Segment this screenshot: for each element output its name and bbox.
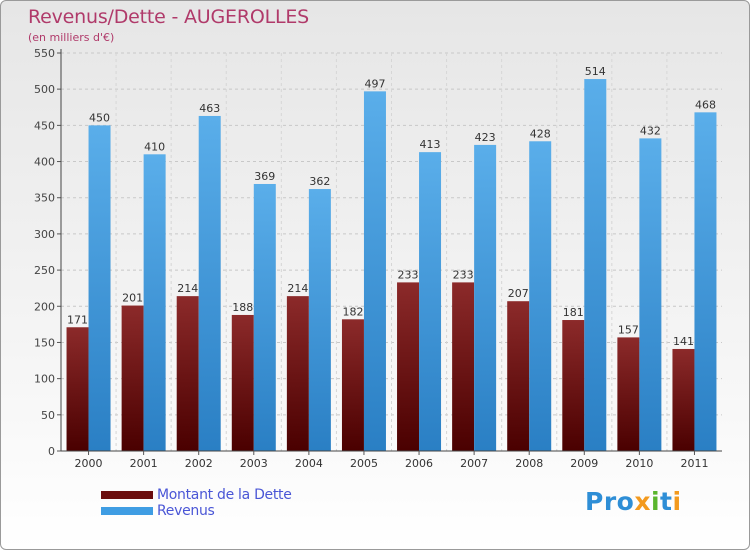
data-label-debt: 157 [618, 323, 639, 336]
data-label-debt: 171 [67, 313, 88, 326]
x-tick-label: 2001 [130, 457, 158, 470]
x-tick-label: 2007 [460, 457, 488, 470]
x-tick-label: 2004 [295, 457, 323, 470]
bar-debt [176, 296, 199, 451]
bar-revenus [363, 91, 386, 452]
data-label-debt: 214 [177, 282, 198, 295]
bar-revenus [308, 189, 331, 451]
data-label-revenus: 468 [695, 98, 716, 111]
data-label-debt: 214 [287, 282, 308, 295]
x-tick-label: 2003 [240, 457, 268, 470]
legend-label-debt: Montant de la Dette [157, 487, 292, 503]
data-label-debt: 182 [342, 305, 363, 318]
data-label-revenus: 413 [420, 138, 441, 151]
y-tick-label: 450 [34, 119, 55, 132]
data-labels: 171 201 214 188 214 182 233 233 207 181 157 141 450 4… [67, 65, 716, 348]
bar-debt [121, 305, 144, 451]
proxiti-logo: Proxiti [585, 487, 682, 516]
y-tick-label: 0 [48, 445, 55, 458]
bar-revenus [584, 79, 607, 452]
bar-debt [507, 301, 530, 451]
data-label-debt: 188 [232, 301, 253, 314]
bar-debt [617, 337, 640, 451]
data-label-debt: 207 [508, 287, 529, 300]
y-tick-label: 100 [34, 373, 55, 386]
y-tick-label: 400 [34, 156, 55, 169]
chart-title: Revenus/Dette - AUGEROLLES [28, 6, 310, 28]
bar-debt [341, 319, 364, 451]
data-label-debt: 233 [453, 268, 474, 281]
data-label-debt: 181 [563, 306, 584, 319]
y-tick-label: 200 [34, 300, 55, 313]
bar-revenus [253, 183, 276, 451]
gridlines [61, 52, 722, 452]
bar-revenus [198, 115, 221, 451]
x-tick-label: 2008 [515, 457, 543, 470]
bar-debt [231, 314, 254, 451]
data-label-debt: 201 [122, 292, 143, 305]
legend-swatch-revenus [101, 507, 153, 515]
y-tick-label: 50 [41, 409, 55, 422]
chart-subtitle: (en milliers d'€) [28, 31, 115, 44]
bar-revenus [143, 154, 166, 452]
axes: 0 50 100 150 200 250 300 350 400 450 500 550 2000 200… [34, 47, 722, 470]
x-tick-label: 2002 [185, 457, 213, 470]
data-label-revenus: 410 [144, 140, 165, 153]
data-label-debt: 141 [673, 335, 694, 348]
y-tick-label: 300 [34, 228, 55, 241]
bar-debt [66, 327, 89, 451]
bar-debt [562, 320, 585, 451]
data-label-revenus: 428 [530, 127, 551, 140]
bar-revenus [694, 112, 717, 451]
data-label-revenus: 514 [585, 65, 606, 78]
legend-item-debt: Montant de la Dette [101, 487, 292, 503]
legend-label-revenus: Revenus [157, 503, 215, 519]
bar-revenus [639, 138, 662, 451]
bar-revenus [419, 152, 442, 451]
legend: Montant de la Dette Revenus [101, 487, 292, 519]
x-tick-label: 2000 [75, 457, 103, 470]
data-label-revenus: 463 [199, 102, 220, 115]
x-tick-label: 2006 [405, 457, 433, 470]
data-label-revenus: 497 [364, 77, 385, 90]
y-tick-label: 250 [34, 264, 55, 277]
data-label-revenus: 362 [309, 175, 330, 188]
bar-debt [397, 282, 420, 451]
x-tick-label: 2009 [570, 457, 598, 470]
data-label-debt: 233 [398, 268, 419, 281]
x-tick-label: 2005 [350, 457, 378, 470]
x-tick-label: 2011 [680, 457, 708, 470]
bar-debt [672, 348, 695, 451]
data-label-revenus: 369 [254, 170, 275, 183]
x-tick-label: 2010 [625, 457, 653, 470]
y-tick-label: 550 [34, 47, 55, 60]
legend-item-revenus: Revenus [101, 503, 292, 519]
bar-revenus [474, 144, 497, 451]
legend-swatch-debt [101, 491, 153, 499]
data-label-revenus: 450 [89, 111, 110, 124]
bar-revenus [88, 125, 111, 451]
bar-debt [452, 282, 475, 451]
y-tick-label: 150 [34, 336, 55, 349]
data-label-revenus: 423 [475, 131, 496, 144]
bar-revenus [529, 141, 552, 451]
y-tick-label: 350 [34, 192, 55, 205]
bar-debt [286, 296, 309, 451]
bars [66, 79, 717, 452]
data-label-revenus: 432 [640, 124, 661, 137]
y-tick-label: 500 [34, 83, 55, 96]
